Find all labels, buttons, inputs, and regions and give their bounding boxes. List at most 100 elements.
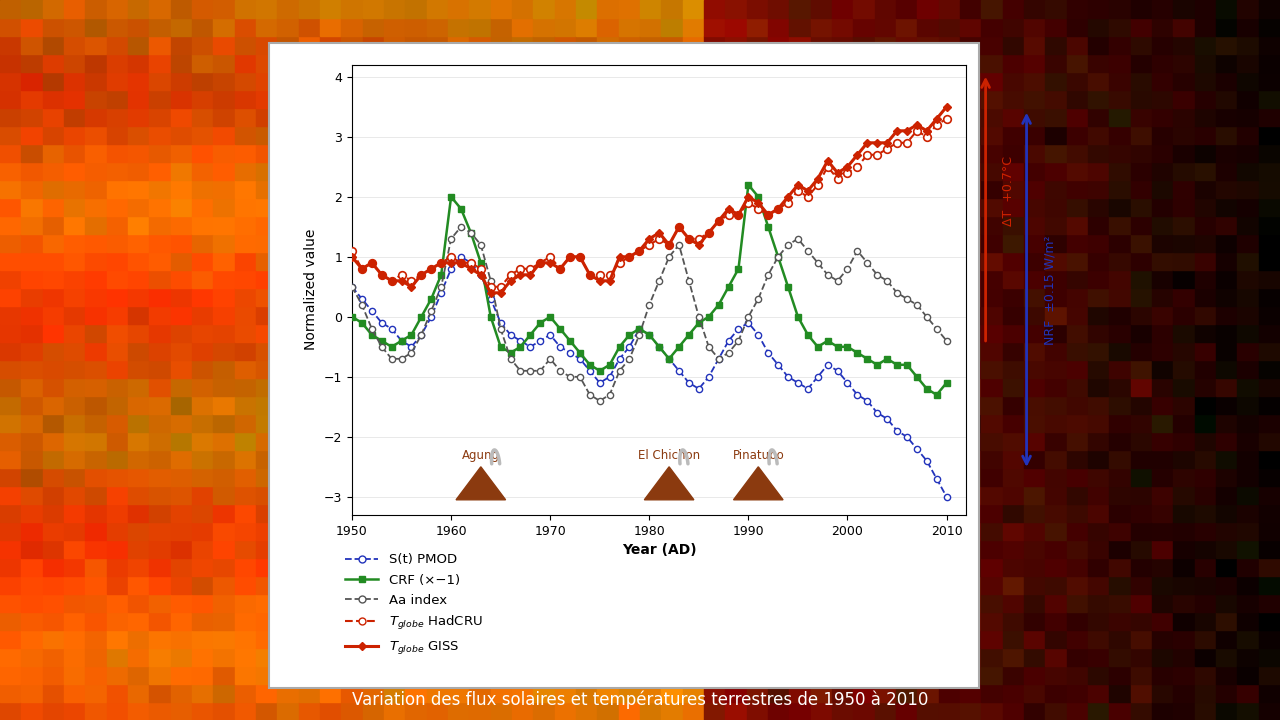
Bar — [0, 180, 22, 198]
Bar — [170, 666, 192, 684]
Bar — [1066, 270, 1088, 288]
Bar — [918, 702, 938, 720]
Bar — [1174, 162, 1194, 180]
Bar — [470, 36, 490, 54]
Bar — [768, 252, 790, 270]
Bar — [42, 90, 64, 108]
Bar — [1088, 90, 1110, 108]
Bar — [1110, 216, 1130, 234]
Bar — [874, 162, 896, 180]
Bar — [662, 342, 682, 360]
Bar — [832, 144, 854, 162]
Bar — [1238, 522, 1258, 540]
Bar — [298, 702, 320, 720]
Bar — [426, 558, 448, 576]
Bar — [448, 666, 470, 684]
Bar — [470, 162, 490, 180]
Bar — [64, 684, 86, 702]
Bar — [554, 612, 576, 630]
Bar — [150, 558, 170, 576]
Bar — [896, 432, 918, 450]
Bar — [1002, 576, 1024, 594]
Bar — [320, 162, 342, 180]
Bar — [982, 198, 1002, 216]
Bar — [768, 324, 790, 342]
Bar — [0, 252, 22, 270]
Bar — [1238, 594, 1258, 612]
Bar — [810, 360, 832, 378]
Bar — [1130, 648, 1152, 666]
Bar — [554, 360, 576, 378]
Bar — [1110, 126, 1130, 144]
Bar — [298, 666, 320, 684]
Bar — [192, 108, 214, 126]
Bar — [490, 288, 512, 306]
Bar — [42, 252, 64, 270]
Bar — [426, 342, 448, 360]
Bar — [342, 0, 362, 18]
Bar — [1174, 126, 1194, 144]
Bar — [938, 0, 960, 18]
Bar — [1002, 360, 1024, 378]
Bar — [618, 522, 640, 540]
Bar — [534, 414, 554, 432]
Bar — [170, 90, 192, 108]
Bar — [598, 414, 618, 432]
Bar — [1152, 270, 1174, 288]
Bar — [1088, 648, 1110, 666]
Bar — [1002, 108, 1024, 126]
Bar — [1174, 396, 1194, 414]
Bar — [512, 0, 534, 18]
Bar — [1046, 144, 1066, 162]
Bar — [86, 378, 106, 396]
Bar — [554, 576, 576, 594]
Bar — [598, 378, 618, 396]
Bar — [662, 414, 682, 432]
Bar — [406, 72, 426, 90]
Bar — [106, 666, 128, 684]
Bar — [470, 396, 490, 414]
Bar — [22, 252, 42, 270]
Bar — [256, 648, 278, 666]
Bar — [234, 576, 256, 594]
Bar — [982, 324, 1002, 342]
Bar — [704, 108, 726, 126]
Bar — [256, 54, 278, 72]
Bar — [214, 630, 234, 648]
Bar — [490, 36, 512, 54]
Bar — [106, 504, 128, 522]
Bar — [554, 558, 576, 576]
Bar — [64, 90, 86, 108]
Bar — [320, 0, 342, 18]
Bar — [598, 684, 618, 702]
Bar — [490, 576, 512, 594]
Bar — [832, 630, 854, 648]
Bar — [682, 648, 704, 666]
Bar — [1024, 162, 1046, 180]
Bar — [1216, 90, 1238, 108]
Bar — [1194, 216, 1216, 234]
Bar — [768, 666, 790, 684]
Bar — [342, 666, 362, 684]
Bar — [768, 558, 790, 576]
Bar — [170, 432, 192, 450]
Bar — [214, 180, 234, 198]
Bar — [534, 630, 554, 648]
Bar — [938, 666, 960, 684]
Bar — [426, 90, 448, 108]
Bar — [682, 306, 704, 324]
Bar — [406, 432, 426, 450]
Bar — [640, 630, 662, 648]
Bar — [576, 54, 598, 72]
Bar — [1024, 396, 1046, 414]
Bar — [960, 180, 982, 198]
Bar — [1046, 234, 1066, 252]
Bar — [106, 612, 128, 630]
Bar — [1130, 576, 1152, 594]
Bar — [128, 234, 150, 252]
Bar — [1152, 216, 1174, 234]
Bar — [128, 108, 150, 126]
Bar — [832, 396, 854, 414]
Bar — [1046, 648, 1066, 666]
Bar — [918, 288, 938, 306]
